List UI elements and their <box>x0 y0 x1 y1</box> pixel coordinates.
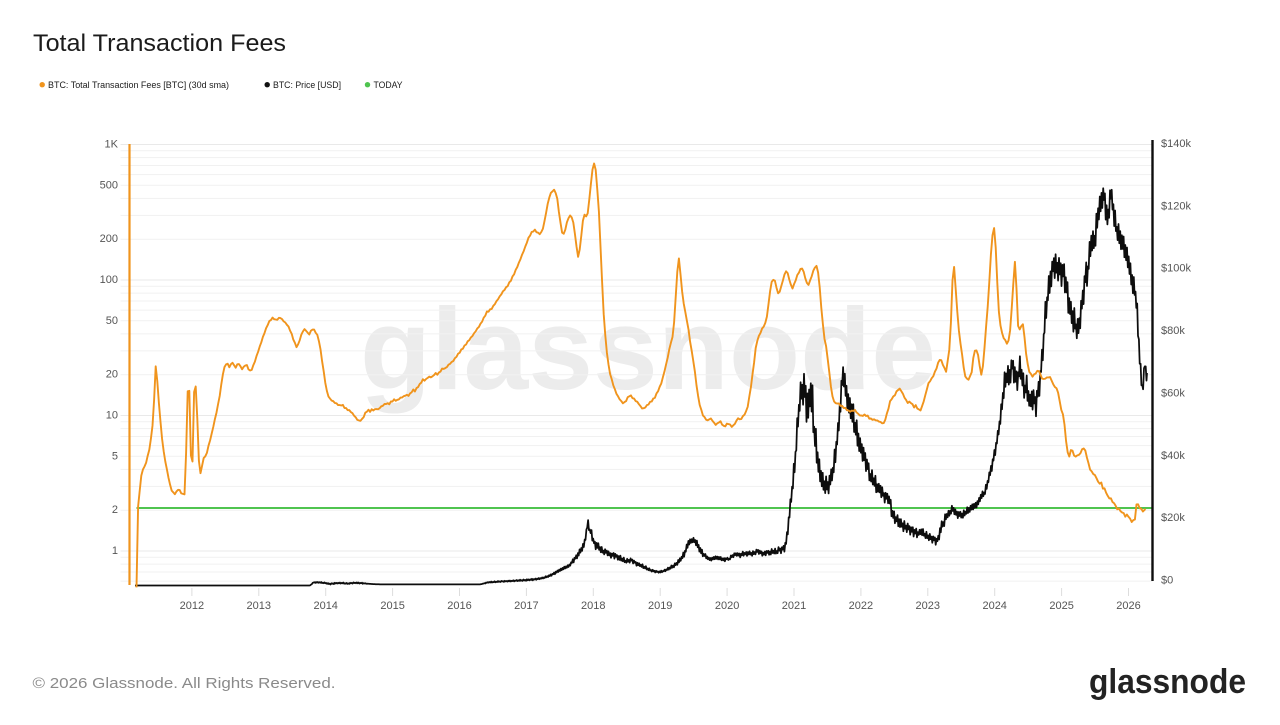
svg-text:2013: 2013 <box>247 600 271 612</box>
svg-text:2014: 2014 <box>313 600 337 612</box>
svg-text:2017: 2017 <box>514 600 538 612</box>
svg-text:2018: 2018 <box>581 600 605 612</box>
svg-text:$40k: $40k <box>1161 450 1185 462</box>
svg-text:$120k: $120k <box>1161 200 1191 212</box>
svg-text:2020: 2020 <box>715 600 739 612</box>
svg-text:2015: 2015 <box>380 600 404 612</box>
svg-text:2025: 2025 <box>1049 600 1073 612</box>
svg-text:2022: 2022 <box>849 600 873 612</box>
svg-text:BTC: Total Transaction Fees [B: BTC: Total Transaction Fees [BTC] (30d s… <box>48 80 229 90</box>
svg-text:20: 20 <box>106 369 118 381</box>
svg-text:2023: 2023 <box>916 600 940 612</box>
svg-text:50: 50 <box>106 315 118 327</box>
svg-text:TODAY: TODAY <box>374 80 403 90</box>
svg-text:5: 5 <box>112 450 118 462</box>
svg-text:glassnode: glassnode <box>1089 663 1246 701</box>
svg-text:$60k: $60k <box>1161 387 1185 399</box>
svg-text:1K: 1K <box>105 139 119 151</box>
svg-text:100: 100 <box>100 274 118 286</box>
svg-text:$80k: $80k <box>1161 325 1185 337</box>
svg-text:200: 200 <box>100 233 118 245</box>
svg-text:Total Transaction Fees: Total Transaction Fees <box>33 30 286 57</box>
svg-text:2: 2 <box>112 504 118 516</box>
svg-text:2012: 2012 <box>180 600 204 612</box>
svg-text:2026: 2026 <box>1116 600 1140 612</box>
svg-text:500: 500 <box>100 179 118 191</box>
svg-text:$0: $0 <box>1161 575 1173 587</box>
svg-text:$140k: $140k <box>1161 138 1191 150</box>
svg-text:2021: 2021 <box>782 600 806 612</box>
svg-text:$100k: $100k <box>1161 263 1191 275</box>
svg-text:10: 10 <box>106 410 118 422</box>
svg-text:2019: 2019 <box>648 600 672 612</box>
svg-text:$20k: $20k <box>1161 512 1185 524</box>
svg-text:© 2026 Glassnode. All Rights R: © 2026 Glassnode. All Rights Reserved. <box>33 675 336 692</box>
svg-text:2024: 2024 <box>982 600 1006 612</box>
svg-text:1: 1 <box>112 545 118 557</box>
svg-text:2016: 2016 <box>447 600 471 612</box>
svg-text:glassnode: glassnode <box>360 284 936 414</box>
svg-text:BTC: Price [USD]: BTC: Price [USD] <box>273 80 341 90</box>
